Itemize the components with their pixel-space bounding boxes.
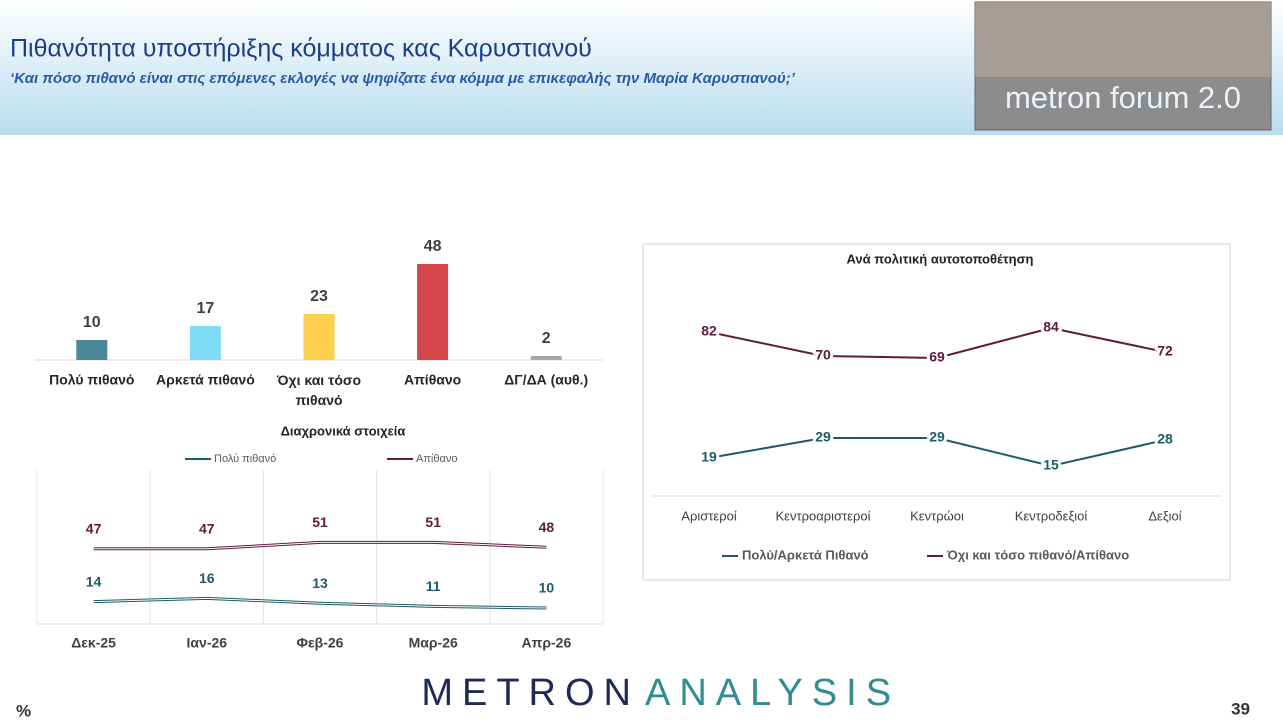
data-label: 29	[815, 429, 831, 445]
legend-label: Απίθανο	[416, 453, 457, 465]
value-label: 10	[83, 314, 101, 331]
data-label: 28	[1157, 431, 1173, 447]
data-label: 11	[426, 578, 441, 594]
data-label: 70	[815, 347, 831, 363]
data-label: 10	[539, 580, 555, 596]
logo-photo	[975, 2, 1271, 77]
value-label: 23	[310, 288, 328, 305]
subtitle: ‘Και πόσο πιθανό είναι στις επόμενες εκλ…	[10, 70, 796, 87]
x-tick-label: Ιαν-26	[187, 635, 228, 651]
x-tick-label: Δεκ-25	[71, 635, 116, 651]
data-label: 15	[1043, 457, 1059, 473]
x-tick-label: Μαρ-26	[409, 635, 458, 651]
category-label: Πολύ πιθανό	[49, 372, 134, 388]
series-line	[708, 437, 1166, 468]
category-label: Όχι και τόσο πιθανό	[276, 372, 361, 408]
series-line	[93, 540, 547, 551]
title: Πιθανότητα υποστήριξης κόμματος κας Καρυ…	[10, 35, 592, 63]
data-label: 19	[701, 449, 717, 465]
x-tick-label: Κεντροαριστεροί	[776, 508, 871, 523]
data-label: 51	[425, 514, 441, 530]
data-label: 47	[199, 521, 215, 537]
chart-title: Ανά πολιτική αυτοτοποθέτηση	[847, 251, 1034, 266]
x-tick-label: Φεβ-26	[297, 635, 344, 651]
page-number: 39	[1231, 699, 1250, 718]
series-line	[708, 326, 1166, 360]
brand-right: ANALYSIS	[645, 672, 900, 714]
value-label: 17	[197, 300, 215, 317]
brand-left: METRON	[421, 672, 640, 714]
x-tick-label: Απρ-26	[522, 635, 572, 651]
bar	[417, 264, 449, 360]
data-label: 47	[86, 521, 102, 537]
data-label: 72	[1157, 343, 1173, 359]
data-label: 14	[86, 573, 102, 589]
data-label: 16	[199, 570, 215, 586]
series-line-inner	[93, 541, 547, 550]
data-label: 29	[929, 429, 945, 445]
value-label: 48	[424, 238, 442, 255]
data-label: 48	[539, 519, 555, 535]
bar	[303, 314, 335, 360]
unit-label: %	[16, 701, 31, 720]
bar	[76, 340, 108, 360]
bar	[189, 326, 221, 360]
logo-text: metron forum 2.0	[1005, 80, 1241, 115]
x-tick-label: Κεντρώοι	[910, 508, 964, 523]
data-label: 13	[312, 575, 328, 591]
chart-title: Διαχρονικά στοιχεία	[281, 423, 406, 438]
data-label: 51	[312, 514, 328, 530]
category-label: Αρκετά πιθανό	[156, 372, 255, 388]
x-tick-label: Κεντροδεξιοί	[1015, 508, 1088, 523]
data-label: 82	[701, 323, 717, 339]
bar	[530, 356, 562, 360]
data-label: 84	[1043, 319, 1059, 335]
chart-frame	[642, 243, 1231, 581]
series-line-inner	[93, 597, 547, 609]
x-tick-label: Δεξιοί	[1148, 508, 1181, 523]
data-label: 69	[929, 349, 945, 365]
legend-label: Πολύ/Αρκετά Πιθανό	[742, 547, 869, 562]
x-tick-label: Αριστεροί	[681, 508, 737, 523]
legend-label: Πολύ πιθανό	[214, 453, 276, 465]
category-label: Απίθανο	[404, 372, 461, 388]
value-label: 2	[542, 330, 551, 347]
legend-label: Όχι και τόσο πιθανό/Απίθανο	[946, 547, 1129, 562]
category-label: ΔΓ/ΔΑ (αυθ.)	[504, 372, 588, 388]
